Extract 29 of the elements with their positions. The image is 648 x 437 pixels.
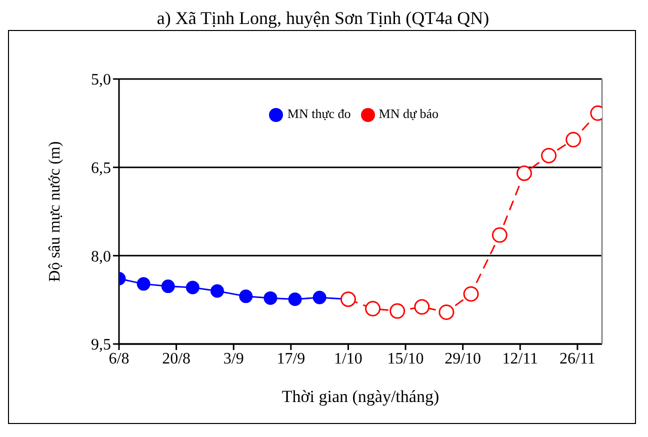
x-tick-label: 20/8 <box>162 350 191 368</box>
point <box>516 165 532 181</box>
legend-label: MN thực đo <box>287 106 351 121</box>
x-tick-label: 12/11 <box>502 350 538 368</box>
point <box>186 280 200 294</box>
x-tick-label: 17/9 <box>276 350 306 368</box>
x-tick-label: 6/8 <box>108 350 130 368</box>
x-tick-label: 1/10 <box>334 350 362 368</box>
point <box>463 286 479 302</box>
point <box>161 280 175 294</box>
point <box>288 292 302 306</box>
legend-label: MN dự báo <box>378 106 439 121</box>
point <box>136 277 150 291</box>
x-tick-label: 26/11 <box>560 350 596 368</box>
y-axis-title: Độ sâu mực nước (m) <box>46 141 64 282</box>
x-axis-title: Thời gian (ngày/tháng) <box>282 387 440 406</box>
point <box>264 291 278 305</box>
point <box>210 284 224 298</box>
point <box>312 290 326 304</box>
chart-title: a) Xã Tịnh Long, huyện Sơn Tịnh (QT4a QN) <box>156 8 490 30</box>
x-tick-label: 15/10 <box>387 350 424 368</box>
y-tick-label: 6,5 <box>91 160 111 178</box>
y-tick-label: 9,5 <box>91 336 111 354</box>
point <box>239 290 253 304</box>
point <box>492 227 508 243</box>
x-tick-label: 3/9 <box>223 350 244 368</box>
y-tick-label: 8,0 <box>91 248 111 266</box>
x-tick-label: 29/10 <box>444 350 482 368</box>
y-tick-label: 5,0 <box>91 72 111 89</box>
